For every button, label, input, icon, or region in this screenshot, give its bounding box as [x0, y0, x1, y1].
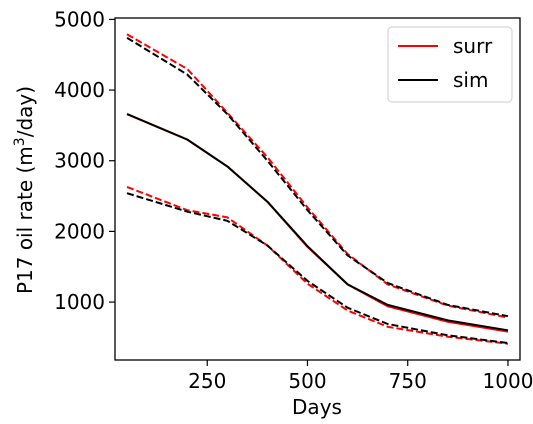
sim-lower-line-5 [126, 192, 509, 344]
x-axis-ticks: 250 500 750 1000 [188, 360, 533, 393]
plot-frame [114, 17, 521, 361]
x-tick-label: 1000 [483, 369, 533, 393]
y-tick-label: 1000 [54, 290, 105, 314]
x-tick-label: 250 [188, 369, 226, 393]
x-axis-label: Days [292, 395, 342, 419]
legend: surr sim [387, 26, 513, 103]
surr-lower-line-4 [126, 185, 509, 345]
y-tick-label: 2000 [54, 219, 105, 243]
sim-mean-line-1 [126, 113, 509, 332]
x-tick-label: 750 [389, 369, 427, 393]
legend-surr-label: surr [453, 34, 493, 58]
y-axis-label-main: P17 oil rate (m [13, 146, 37, 294]
x-tick-label: 500 [288, 369, 326, 393]
y-axis-label-superscript: 3 [12, 137, 28, 146]
sim-upper-line-3 [126, 36, 509, 318]
surr-upper-line-2 [126, 33, 509, 319]
surr-mean-line-0 [126, 113, 509, 333]
y-axis-label-end: /day) [13, 86, 37, 137]
y-tick-label: 5000 [54, 7, 105, 31]
plot-lines [126, 33, 509, 345]
y-axis-label: P17 oil rate (m3/day) [12, 86, 37, 294]
y-tick-label: 4000 [54, 78, 105, 102]
legend-sim-label: sim [453, 68, 488, 92]
legend-box [387, 26, 513, 103]
y-tick-label: 3000 [54, 149, 105, 173]
y-axis-ticks: 1000 2000 3000 4000 5000 [54, 7, 115, 314]
